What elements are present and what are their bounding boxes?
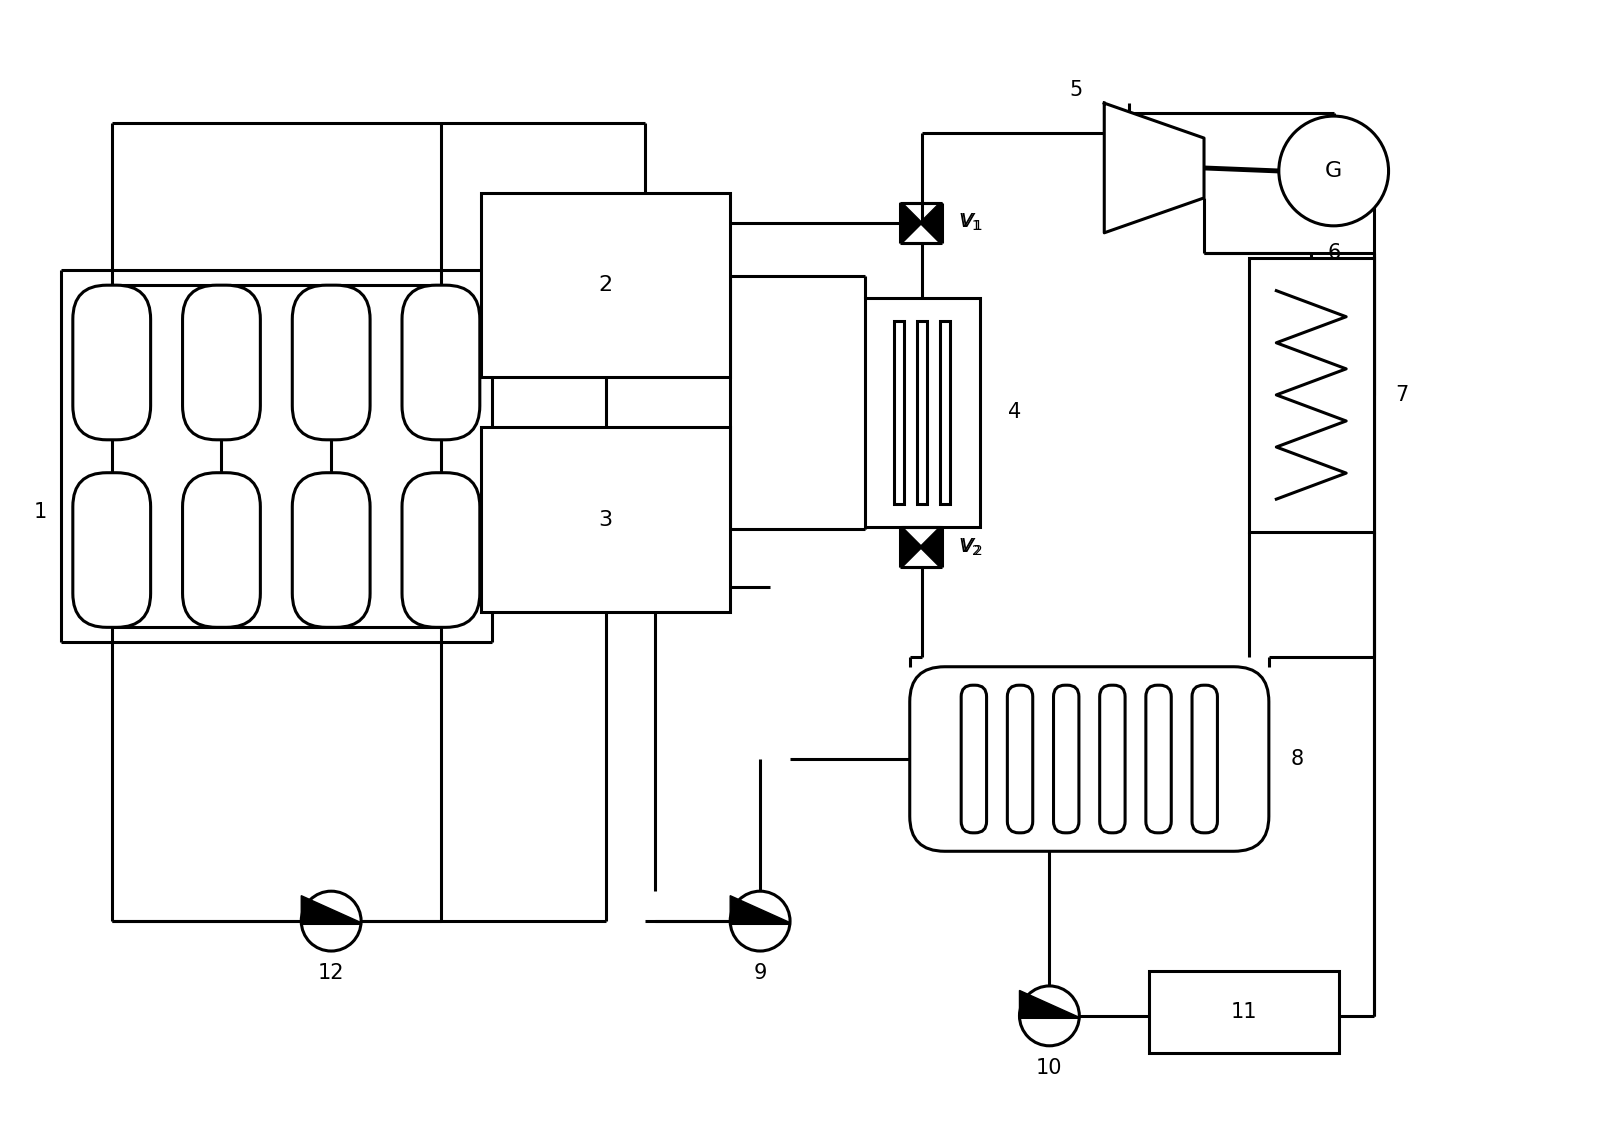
- Circle shape: [1020, 986, 1079, 1046]
- Bar: [1249, 258, 1374, 532]
- Text: $V_2$: $V_2$: [960, 536, 983, 558]
- Bar: [482, 427, 730, 611]
- Text: 7: 7: [1396, 385, 1409, 405]
- FancyBboxPatch shape: [73, 285, 150, 440]
- FancyBboxPatch shape: [1054, 686, 1079, 833]
- Polygon shape: [923, 527, 942, 567]
- FancyBboxPatch shape: [183, 285, 260, 440]
- Polygon shape: [1104, 103, 1204, 232]
- Text: G: G: [1325, 160, 1343, 181]
- Polygon shape: [902, 203, 923, 242]
- Polygon shape: [902, 527, 923, 567]
- Circle shape: [301, 891, 360, 951]
- FancyBboxPatch shape: [292, 285, 370, 440]
- Text: 11: 11: [1231, 1002, 1257, 1022]
- FancyBboxPatch shape: [1100, 686, 1125, 833]
- Polygon shape: [923, 203, 942, 242]
- Text: 6: 6: [1327, 242, 1340, 263]
- FancyBboxPatch shape: [183, 472, 260, 627]
- FancyBboxPatch shape: [402, 285, 480, 440]
- Text: 1: 1: [34, 503, 47, 522]
- Polygon shape: [900, 527, 920, 567]
- Text: 3: 3: [598, 509, 612, 530]
- Bar: [916, 321, 928, 504]
- Text: 8: 8: [1291, 749, 1304, 769]
- Text: 12: 12: [318, 963, 344, 983]
- Polygon shape: [1020, 991, 1079, 1018]
- Polygon shape: [900, 203, 920, 242]
- Circle shape: [1278, 116, 1388, 226]
- Text: 9: 9: [753, 963, 768, 983]
- Polygon shape: [920, 527, 939, 567]
- FancyBboxPatch shape: [402, 472, 480, 627]
- Circle shape: [730, 891, 790, 951]
- Bar: [482, 193, 730, 377]
- Polygon shape: [301, 895, 360, 922]
- FancyBboxPatch shape: [1007, 686, 1033, 833]
- FancyBboxPatch shape: [1146, 686, 1172, 833]
- Bar: [865, 297, 979, 527]
- Polygon shape: [730, 895, 790, 922]
- Text: $V_1$: $V_1$: [960, 212, 983, 233]
- Text: $V_1$: $V_1$: [958, 212, 981, 233]
- Text: 5: 5: [1070, 80, 1083, 100]
- Text: $V_2$: $V_2$: [958, 536, 981, 558]
- Text: 10: 10: [1036, 1058, 1063, 1078]
- FancyBboxPatch shape: [292, 472, 370, 627]
- FancyBboxPatch shape: [962, 686, 987, 833]
- Bar: [894, 321, 905, 504]
- Bar: [941, 321, 950, 504]
- Polygon shape: [920, 203, 939, 242]
- FancyBboxPatch shape: [910, 666, 1269, 852]
- FancyBboxPatch shape: [73, 472, 150, 627]
- Bar: [1149, 971, 1338, 1052]
- Text: 2: 2: [598, 275, 612, 295]
- Text: 4: 4: [1007, 403, 1021, 422]
- FancyBboxPatch shape: [1193, 686, 1217, 833]
